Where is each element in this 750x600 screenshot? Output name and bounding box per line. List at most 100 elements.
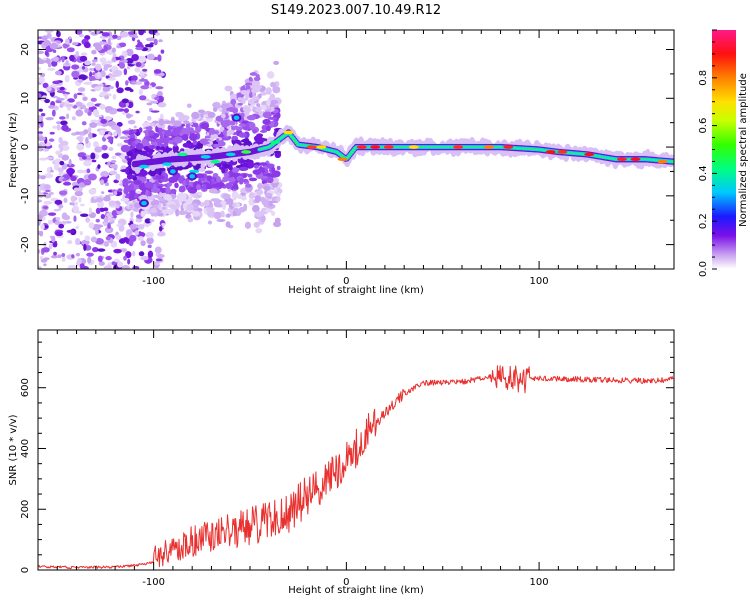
spectrogram-fan-blob	[262, 118, 271, 125]
spectrogram-noise-blob	[84, 60, 91, 66]
spectrogram-noise-blob	[45, 189, 51, 193]
spectrogram-noise-blob	[107, 161, 111, 166]
spectrogram-noise-blob	[99, 207, 105, 212]
spectrogram-fan-blob	[258, 110, 264, 117]
spectrogram-noise-blob	[38, 214, 43, 220]
spectrogram-noise-blob	[158, 225, 163, 232]
spectrogram-noise-blob	[53, 56, 59, 62]
spectrogram-fan-blob	[261, 175, 269, 180]
spectrogram-fan-blob	[245, 85, 251, 90]
spectrogram-fan-blob	[242, 173, 248, 178]
spectrogram-fan-blob	[252, 129, 257, 134]
spectrogram-noise-blob	[113, 131, 118, 137]
spectrogram-fan-blob	[266, 98, 271, 107]
spectrogram-noise-blob	[117, 188, 123, 193]
spectrogram-fan-blob	[168, 204, 176, 209]
spectrogram-fan-blob	[274, 217, 281, 224]
spectrogram-noise-blob	[64, 220, 72, 224]
spectrogram-fan-blob	[251, 89, 259, 93]
spectrogram-fan-blob	[232, 183, 239, 190]
spectrogram-noise-blob	[76, 257, 82, 266]
spectrogram-fan-blob	[125, 168, 130, 175]
spectrogram-noise-blob	[79, 203, 85, 207]
ridge-hotspot	[139, 164, 149, 169]
ridge-hotspot	[584, 152, 595, 157]
spectrogram-noise-blob	[46, 167, 52, 174]
ridge-hotspot	[162, 162, 173, 166]
spectrogram-noise-blob	[51, 60, 58, 67]
spectrogram-noise-blob	[110, 159, 117, 163]
spectrogram-fan-blob	[227, 177, 236, 183]
spectrogram-noise-blob	[147, 244, 152, 249]
x-tick-label: -100	[142, 577, 165, 588]
spectrogram-noise-blob	[146, 102, 153, 106]
spectrogram-noise-blob	[100, 118, 107, 124]
spectrogram-noise-blob	[43, 206, 49, 209]
spectrogram-fan-blob	[135, 142, 144, 150]
spectrogram-fan-blob	[150, 139, 157, 143]
spectrogram-fan-blob	[273, 187, 278, 193]
spectrogram-noise-blob	[77, 79, 84, 83]
spectrogram-noise-blob	[108, 139, 113, 143]
spectrogram-noise-blob	[131, 53, 139, 62]
spectrogram-fan-blob	[226, 213, 231, 218]
spectrogram-noise-blob	[80, 104, 87, 109]
spectrogram-fan-blob	[128, 194, 135, 200]
spectrogram-noise-blob	[138, 88, 143, 95]
spectrogram-fan-blob	[138, 127, 143, 133]
spectrogram-fan-blob	[256, 190, 264, 195]
spectrogram-noise-blob	[69, 54, 75, 62]
spectrogram-fan-blob	[226, 129, 235, 135]
spectrogram-noise-blob	[155, 86, 164, 90]
spectrogram-noise-blob	[105, 236, 111, 241]
colorbar: 0.0 0.2 0.4 0.6 0.8 Normalized spectral ampl…	[698, 29, 749, 277]
spectrogram-fan-blob	[248, 198, 256, 206]
ridge-hotspot	[177, 152, 188, 157]
spectrogram-fan-blob	[120, 197, 130, 202]
spectrogram-fan-blob	[143, 146, 149, 151]
spectrogram-noise-blob	[100, 171, 110, 178]
spectrogram-noise-blob	[67, 239, 73, 245]
snr-ticks: -100 0 100 0 200 400 600	[20, 330, 675, 588]
spectrogram-noise-blob	[85, 137, 89, 144]
spectrogram-noise-blob	[147, 250, 154, 258]
spectrogram-noise-blob	[38, 199, 43, 203]
spectrogram-fan-blob	[180, 128, 191, 135]
spectrogram-noise-blob	[88, 188, 97, 195]
spectrogram-noise-blob	[113, 258, 120, 263]
spectrogram-noise-blob	[111, 47, 116, 53]
spectrogram-noise-blob	[52, 49, 57, 54]
spectrogram-noise-blob	[125, 251, 132, 259]
spectrogram-fan-blob	[276, 165, 281, 171]
spectrogram-noise-blob	[101, 36, 106, 40]
spectrogram-noise-blob	[121, 98, 129, 104]
spectrogram-noise-blob	[101, 32, 110, 37]
spectrogram-fan-blob	[272, 86, 281, 94]
spectrogram-noise-blob	[146, 237, 154, 245]
spectrogram-noise-blob	[135, 110, 140, 114]
spectrogram-noise-blob	[96, 201, 105, 208]
spectrogram-noise-blob	[141, 68, 148, 72]
spectrogram-fan-blob	[238, 123, 246, 127]
spectrogram-fan-blob	[183, 120, 190, 125]
spectrogram-noise-blob	[95, 63, 102, 71]
spectrogram-noise-blob	[131, 81, 137, 84]
spectrogram-noise-blob	[61, 145, 70, 151]
spectrogram-noise-blob	[125, 229, 133, 236]
spectrogram-fan-blob	[172, 120, 182, 127]
fan-spot-core	[233, 115, 240, 120]
spectrogram-fan-blob	[242, 97, 249, 101]
spectrogram-noise-blob	[45, 117, 54, 121]
spectrogram-fan-blob	[187, 186, 198, 194]
spectrogram-fan-blob	[161, 206, 167, 210]
colorbar-tick-label: 0.2	[698, 213, 709, 229]
spectrogram-noise-blob	[104, 182, 110, 187]
spectrogram-fan-blob	[189, 192, 194, 199]
spectrogram-noise-blob	[157, 91, 163, 97]
spectrogram-fan-blob	[265, 87, 272, 95]
spectrogram-noise-blob	[69, 202, 75, 206]
spectrogram-noise-blob	[38, 265, 42, 269]
spectrogram-noise-blob	[46, 32, 52, 39]
spectrogram-noise-blob	[45, 156, 55, 160]
spectrogram-noise-blob	[138, 231, 146, 238]
